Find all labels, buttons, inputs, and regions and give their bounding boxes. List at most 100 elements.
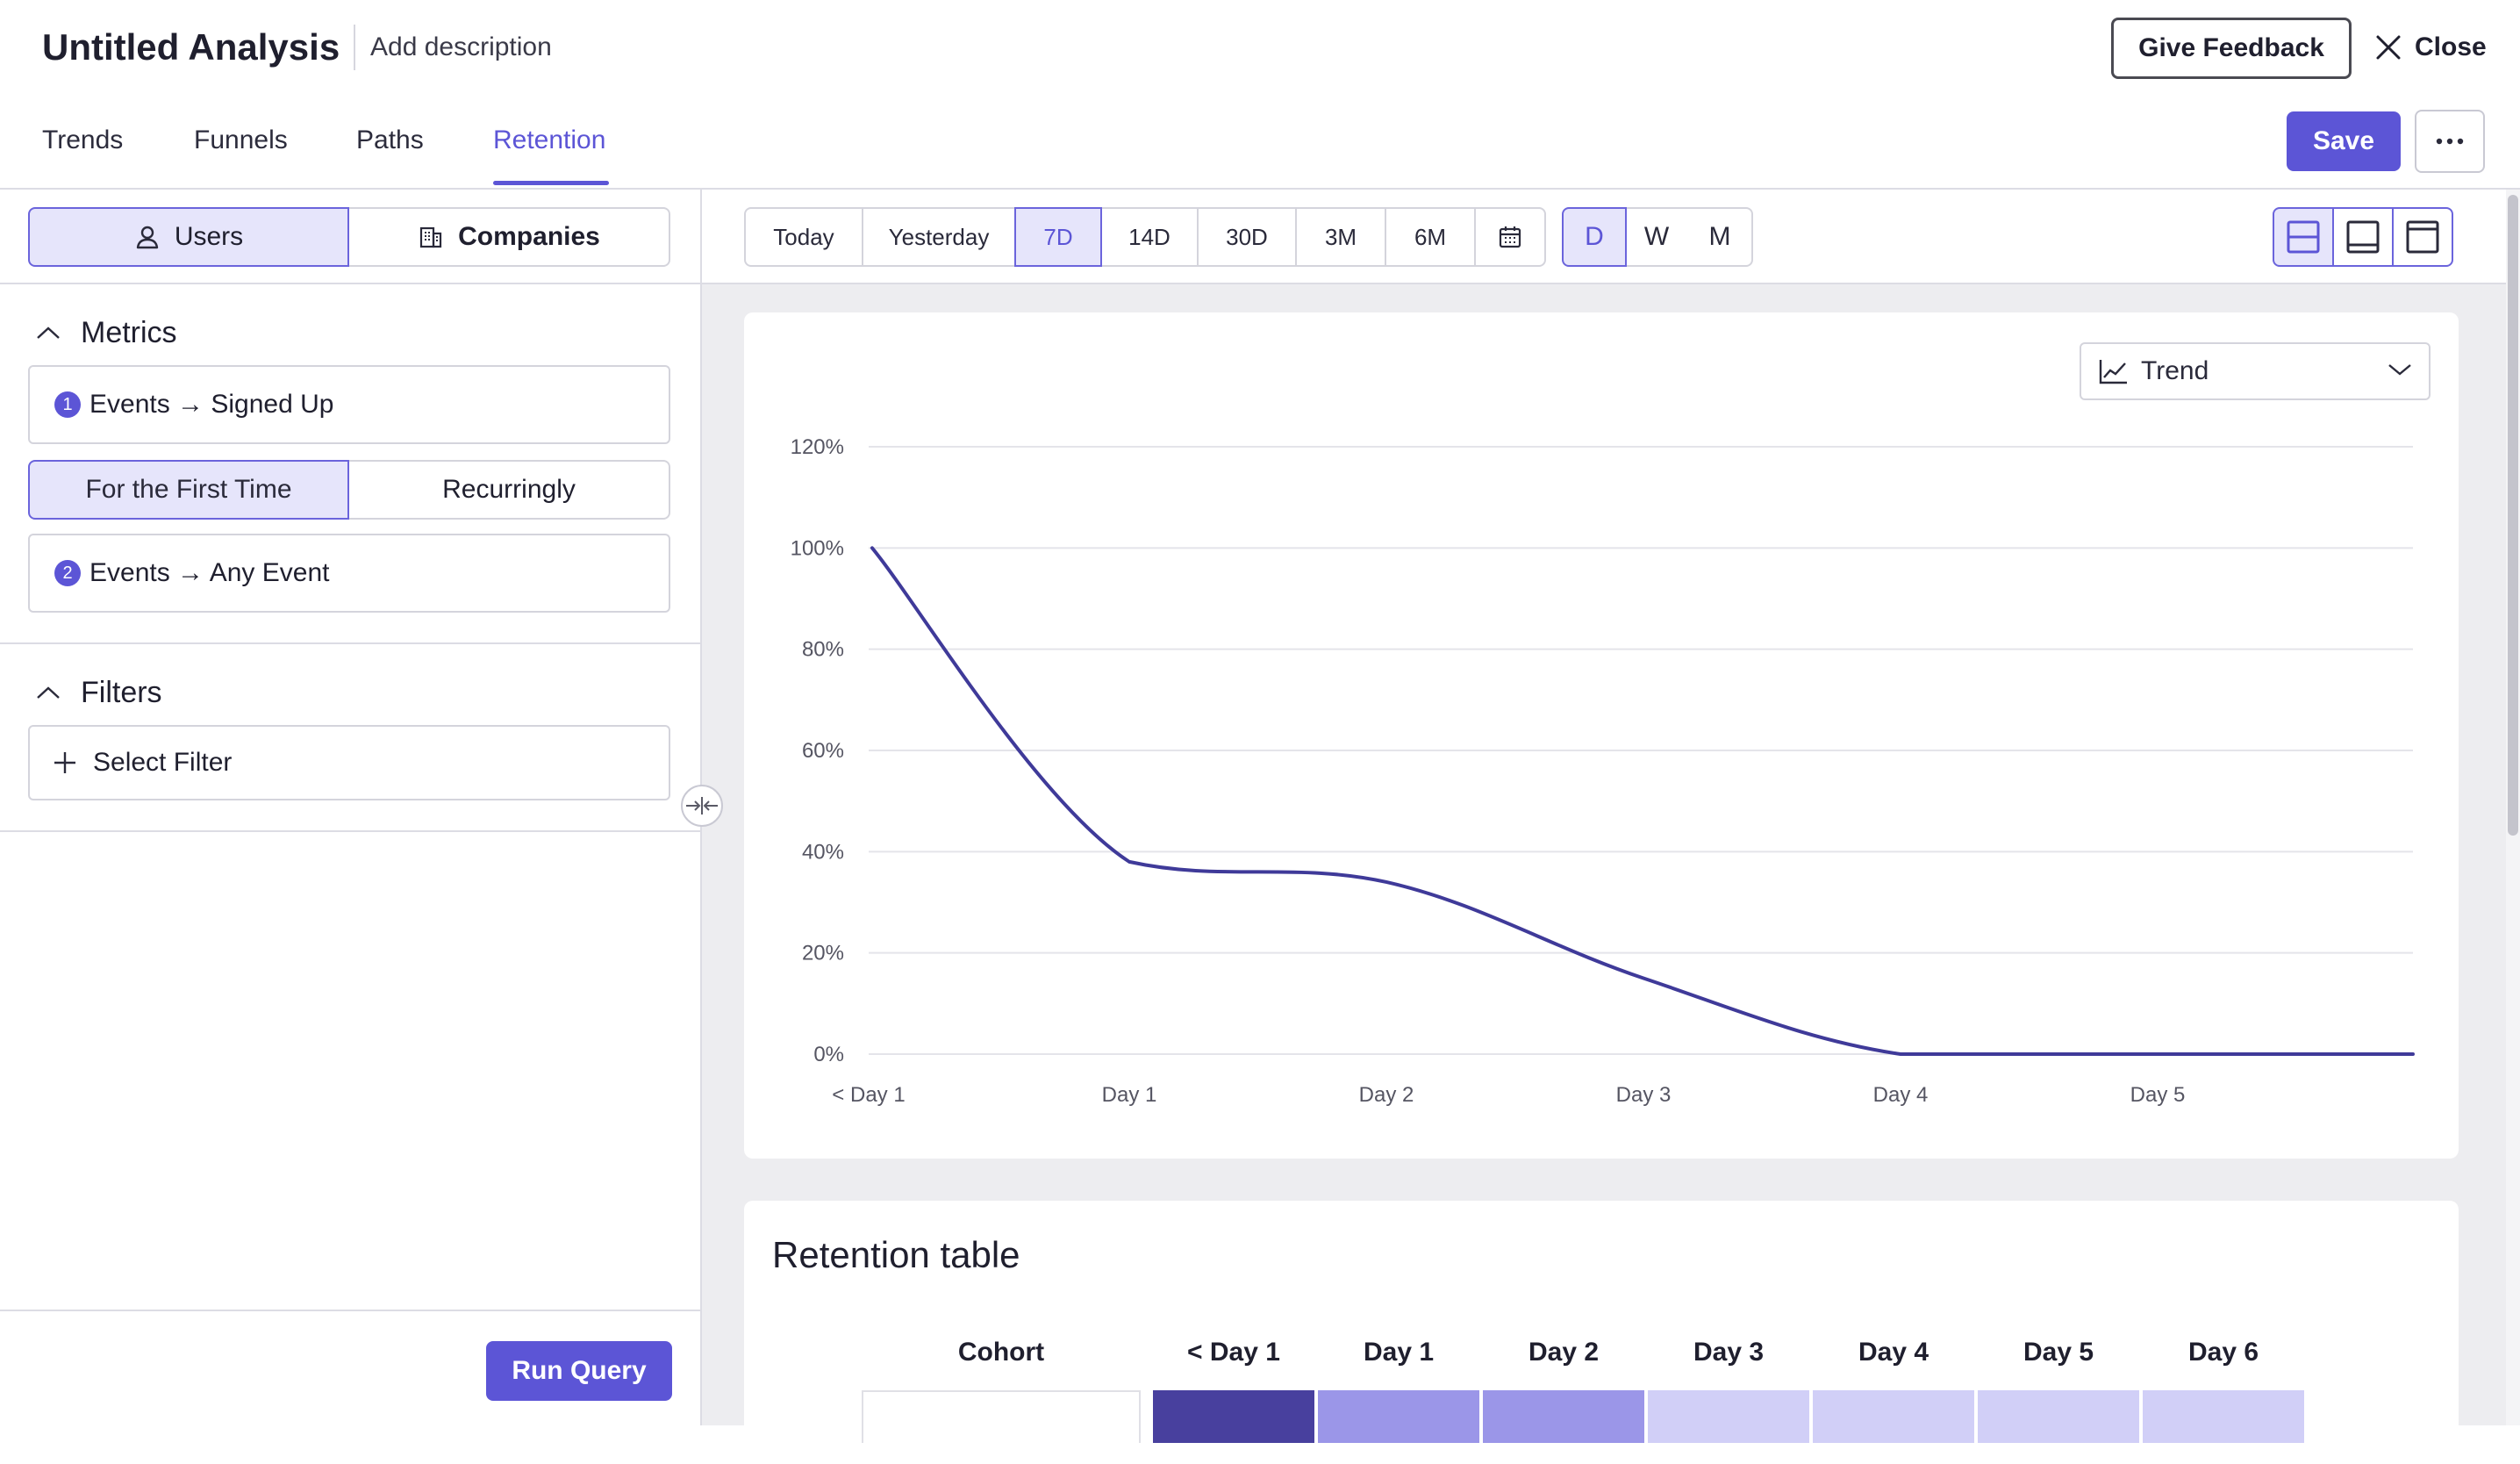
y-tick-label: 120% <box>791 435 844 459</box>
metric-index-badge: 1 <box>54 391 81 418</box>
active-tab-indicator <box>493 181 609 185</box>
run-query-button[interactable]: Run Query <box>486 1341 672 1401</box>
column-header-day5[interactable]: Day 5 <box>2022 1338 2094 1367</box>
tab-trends[interactable]: Trends <box>42 126 124 154</box>
column-header-day0[interactable]: < Day 1 <box>1187 1338 1280 1367</box>
metrics-section-title: Metrics <box>81 315 177 349</box>
retention-cell[interactable] <box>1648 1390 1809 1443</box>
retention-cell[interactable] <box>1153 1390 1314 1443</box>
calendar-icon <box>1498 225 1522 249</box>
column-header-day1[interactable]: Day 1 <box>1363 1338 1435 1367</box>
more-options-button[interactable] <box>2415 110 2485 173</box>
entity-companies-button[interactable]: Companies <box>349 207 670 267</box>
metric-index-badge: 2 <box>54 560 81 586</box>
plus-icon <box>53 750 77 775</box>
table-view-icon <box>2405 219 2440 255</box>
custom-date-button[interactable] <box>1474 207 1546 267</box>
section-divider <box>0 283 700 284</box>
x-tick-label: Day 3 <box>1616 1083 1672 1107</box>
x-tick-label: Day 5 <box>2130 1083 2186 1107</box>
date-range-30d-button[interactable]: 30D <box>1197 207 1297 267</box>
collapse-panel-icon <box>684 795 719 816</box>
retention-cell[interactable] <box>1483 1390 1644 1443</box>
retention-chart: 0% 20% 40% 60% 80% 100% 120% < Day 1 Day 1 Day 2… <box>791 435 2415 1107</box>
page-title: Untitled Analysis <box>42 26 340 68</box>
x-tick-label: Day 4 <box>1873 1083 1929 1107</box>
split-view-icon <box>2286 219 2321 255</box>
y-tick-label: 20% <box>802 942 844 965</box>
add-description-field[interactable]: Add description <box>370 32 552 61</box>
date-range-today-button[interactable]: Today <box>744 207 863 267</box>
chart-card <box>744 312 2459 1159</box>
retention-cell[interactable] <box>1318 1390 1479 1443</box>
give-feedback-button[interactable]: Give Feedback <box>2111 18 2352 79</box>
cohort-cell <box>862 1390 1141 1443</box>
chart-view-label: Trend <box>2141 356 2209 385</box>
entity-users-label: Users <box>174 222 244 251</box>
chevron-up-icon <box>35 325 61 341</box>
more-horizontal-icon <box>2436 138 2464 145</box>
column-header-day2[interactable]: Day 2 <box>1528 1338 1600 1367</box>
y-tick-label: 40% <box>802 840 844 864</box>
frequency-recurring-button[interactable]: Recurringly <box>349 460 670 520</box>
x-tick-label: Day 2 <box>1359 1083 1414 1107</box>
granularity-day-button[interactable]: D <box>1562 207 1627 267</box>
y-tick-label: 100% <box>791 536 844 560</box>
chart-view-select[interactable]: Trend <box>2080 342 2431 400</box>
panel-resize-handle[interactable] <box>681 785 723 827</box>
close-icon <box>2374 33 2402 61</box>
chevron-up-icon <box>35 685 61 700</box>
chevron-down-icon <box>2387 362 2413 377</box>
header-divider <box>0 188 2520 190</box>
metric-item[interactable]: 1 Events → Signed Up <box>28 365 670 444</box>
column-header-day3[interactable]: Day 3 <box>1693 1338 1765 1367</box>
column-header-cohort[interactable]: Cohort <box>957 1338 1045 1367</box>
select-filter-label: Select Filter <box>93 748 233 777</box>
metric-item[interactable]: 2 Events → Any Event <box>28 534 670 613</box>
select-filter-button[interactable]: Select Filter <box>28 725 670 800</box>
x-tick-label: Day 1 <box>1102 1083 1157 1107</box>
retention-cell[interactable] <box>1813 1390 1974 1443</box>
date-range-7d-button[interactable]: 7D <box>1014 207 1102 267</box>
retention-table-title: Retention table <box>772 1234 1020 1275</box>
metric-label: Events → Signed Up <box>89 390 334 419</box>
metric-label: Events → Any Event <box>89 558 330 587</box>
granularity-month-button[interactable]: M <box>1688 207 1753 267</box>
layout-chart-only-button[interactable] <box>2332 207 2394 267</box>
layout-split-button[interactable] <box>2273 207 2334 267</box>
frequency-first-time-button[interactable]: For the First Time <box>28 460 349 520</box>
building-icon <box>418 224 444 250</box>
close-button[interactable]: Close <box>2374 25 2487 70</box>
section-divider <box>0 830 700 832</box>
save-button[interactable]: Save <box>2287 111 2401 171</box>
column-header-day6[interactable]: Day 6 <box>2187 1338 2259 1367</box>
y-tick-label: 60% <box>802 739 844 763</box>
filters-section-title: Filters <box>81 675 162 709</box>
metrics-section-toggle[interactable]: Metrics <box>35 311 177 355</box>
retention-cell[interactable] <box>1978 1390 2139 1443</box>
tab-funnels[interactable]: Funnels <box>194 126 288 154</box>
line-chart-icon <box>2099 358 2129 384</box>
y-tick-label: 0% <box>813 1043 844 1066</box>
retention-series-line <box>870 546 2415 1057</box>
date-range-3m-button[interactable]: 3M <box>1295 207 1386 267</box>
date-range-yesterday-button[interactable]: Yesterday <box>862 207 1016 267</box>
close-label: Close <box>2415 32 2487 61</box>
retention-cell[interactable] <box>2143 1390 2304 1443</box>
date-range-14d-button[interactable]: 14D <box>1100 207 1199 267</box>
chart-view-icon <box>2345 219 2380 255</box>
layout-table-only-button[interactable] <box>2392 207 2453 267</box>
tab-retention[interactable]: Retention <box>493 126 606 154</box>
entity-companies-label: Companies <box>458 222 600 251</box>
filters-section-toggle[interactable]: Filters <box>35 671 162 714</box>
tab-paths[interactable]: Paths <box>356 126 424 154</box>
date-range-6m-button[interactable]: 6M <box>1385 207 1476 267</box>
title-divider <box>354 25 355 70</box>
y-tick-label: 80% <box>802 638 844 662</box>
x-tick-label: < Day 1 <box>832 1083 905 1107</box>
scrollbar-thumb[interactable] <box>2508 195 2518 836</box>
footer-divider <box>0 1310 700 1311</box>
entity-users-button[interactable]: Users <box>28 207 349 267</box>
section-divider <box>0 642 700 644</box>
column-header-day4[interactable]: Day 4 <box>1858 1338 1929 1367</box>
